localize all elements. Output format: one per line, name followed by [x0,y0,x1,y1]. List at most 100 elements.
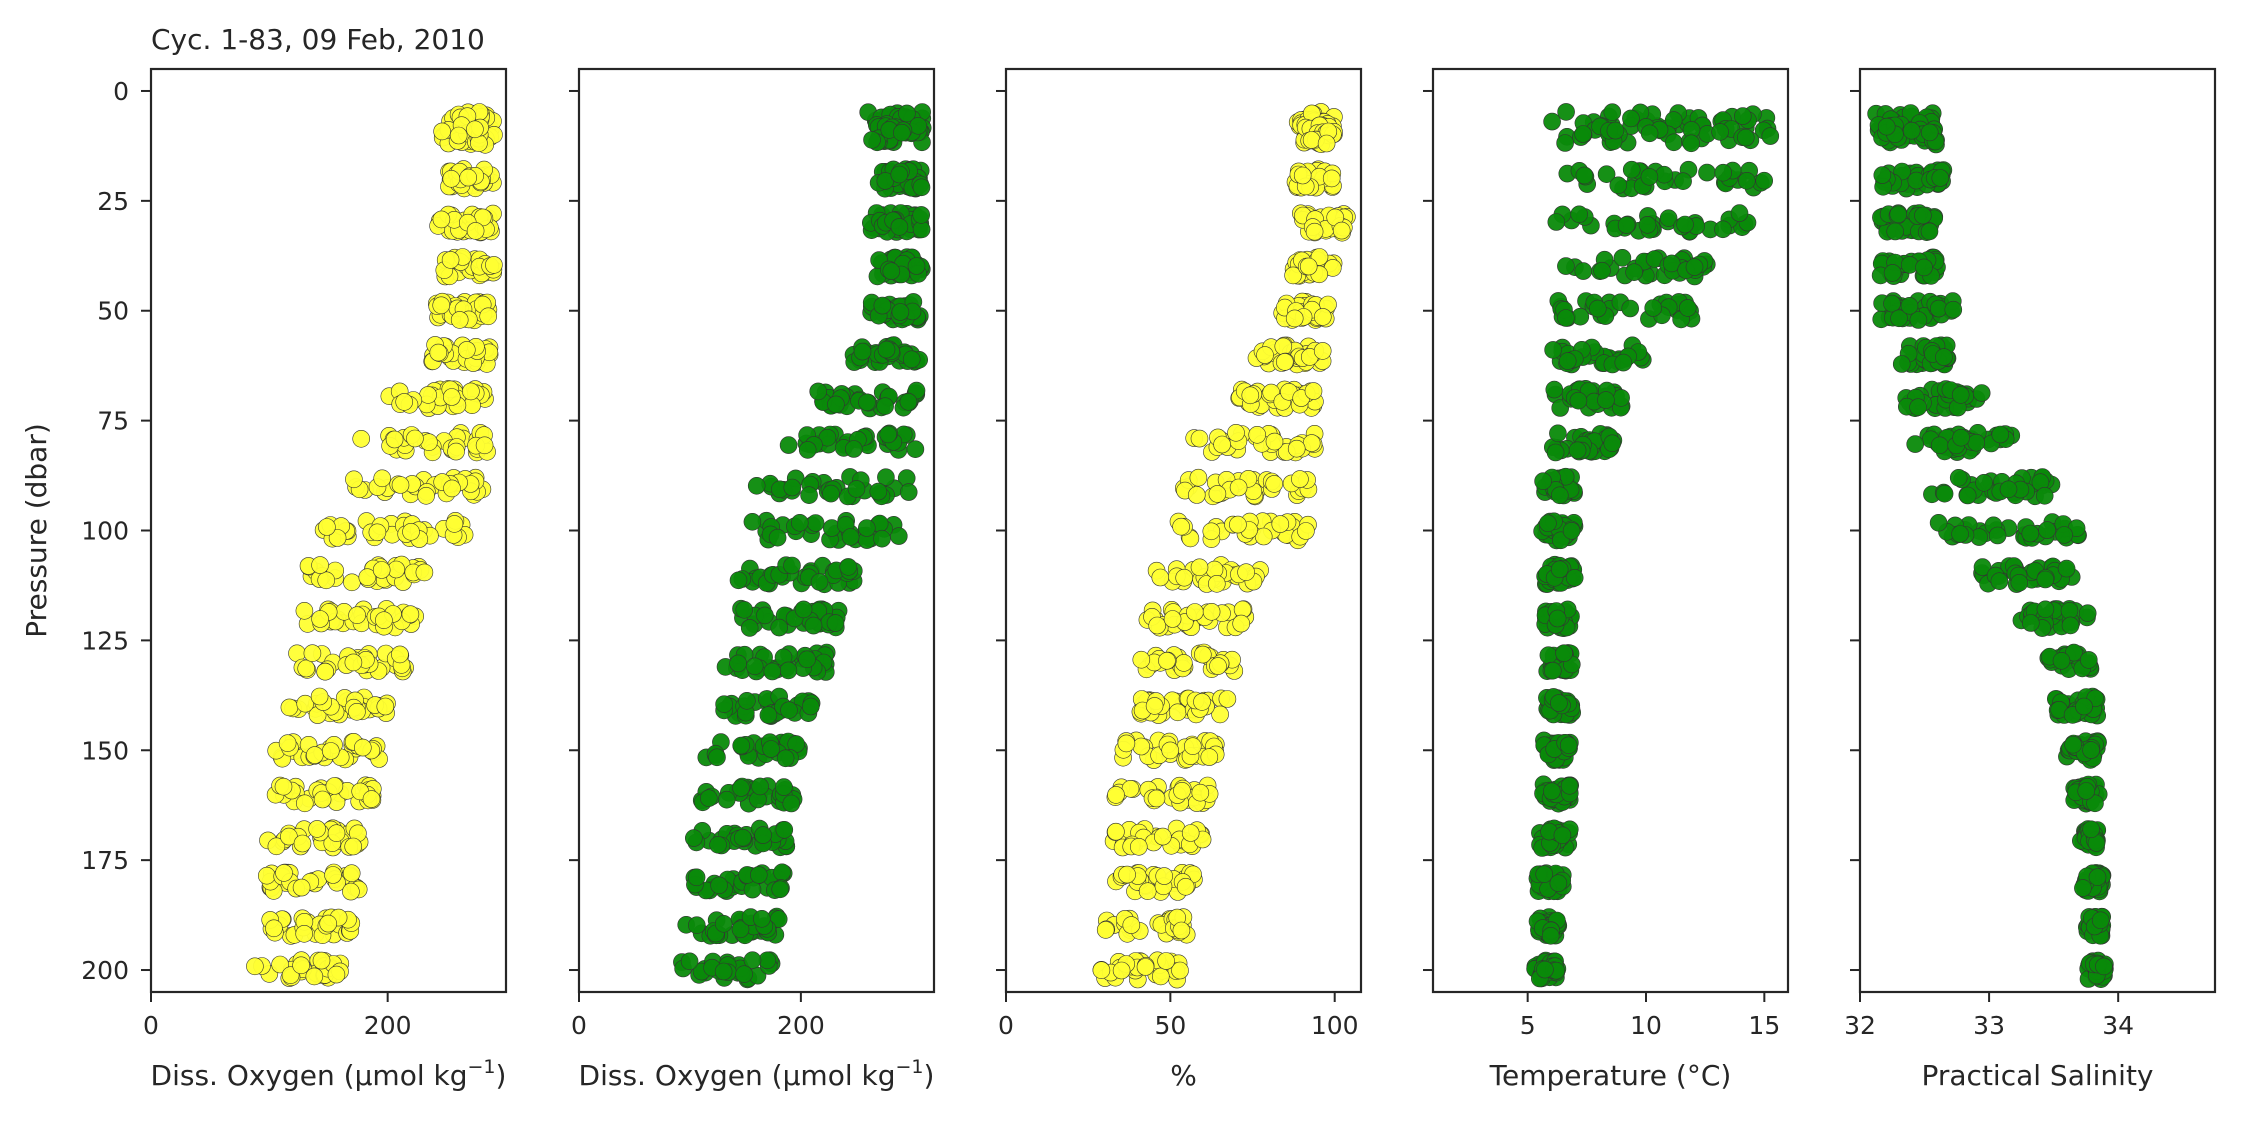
data-point [1548,609,1567,628]
data-point [2055,526,2073,544]
data-point [391,476,410,494]
data-point [869,482,888,501]
x-tick-label: 200 [777,1011,825,1040]
data-point [729,571,748,590]
data-point [1674,172,1692,190]
data-point [1152,967,1170,986]
data-point [1655,165,1673,184]
data-point [902,350,921,369]
data-point [2078,604,2097,623]
data-point [768,528,787,547]
data-point [1662,254,1681,273]
data-point [1287,439,1306,458]
data-point [2080,651,2098,669]
data-point [1906,435,1924,453]
data-point [1930,436,1949,455]
data-point [1659,209,1678,227]
x-tick-label: 32 [1844,1011,1876,1040]
data-point [358,568,377,587]
data-point [1313,342,1332,360]
data-point [1545,380,1564,399]
data-point [2036,600,2055,619]
data-point [305,746,324,764]
data-point [1920,222,1939,241]
data-point [1988,526,2007,545]
data-point [280,698,299,717]
data-point [770,618,789,637]
data-point [274,777,293,796]
data-point [1574,262,1593,280]
data-point [316,662,335,681]
y-tick-label: 50 [97,297,129,326]
data-point [1208,574,1226,593]
data-point [1265,432,1284,451]
data-point [1543,782,1561,801]
data-point [1534,472,1552,491]
data-point [899,392,918,411]
data-point [297,659,316,678]
data-point [1730,204,1749,222]
data-point [1158,651,1176,670]
data-point [1886,222,1904,241]
x-axis-label: Temperature (°C) [1489,1059,1732,1092]
data-point [715,695,733,714]
data-point [1122,916,1141,934]
data-point [1560,776,1579,795]
x-tick-label: 200 [364,1011,412,1040]
data-point [2038,521,2056,539]
data-point [758,951,777,970]
data-point [1682,134,1700,153]
data-point [441,251,460,269]
data-point [295,794,314,813]
data-point [687,868,706,887]
data-point [267,837,286,856]
data-point [415,563,434,582]
data-point [806,514,825,532]
data-point [2074,879,2092,897]
data-point [319,914,338,933]
data-point [1302,131,1321,149]
data-point [1175,654,1193,672]
data-point [1157,952,1175,970]
data-point [1990,572,2009,591]
data-point [1535,865,1553,884]
data-point [1285,309,1304,328]
data-point [1297,522,1315,540]
data-point [459,168,478,187]
data-point [687,916,706,935]
y-tick-label: 175 [81,846,129,875]
data-point [1547,213,1566,231]
data-point [1958,486,1977,505]
data-point [1186,603,1204,621]
data-point [1173,781,1191,800]
data-point [325,777,344,795]
data-point [1543,112,1561,131]
data-point [1213,435,1231,454]
data-point [1148,616,1166,635]
data-point [858,393,876,412]
data-point [1317,134,1336,153]
data-point [841,528,860,546]
data-point [2022,614,2040,632]
data-point [344,653,363,672]
data-point [445,515,464,533]
data-point [731,920,750,939]
panel-3-points [1092,103,1356,989]
data-point [1092,961,1111,980]
data-point [1685,258,1704,276]
data-point [798,441,817,459]
data-point [450,311,469,329]
data-point [2091,911,2110,930]
data-point [296,694,315,713]
data-point [1176,877,1195,896]
data-point [877,340,896,359]
data-point [1551,486,1569,505]
data-point [343,573,361,592]
data-point [745,657,764,676]
data-point [1145,697,1164,715]
data-point [1175,568,1193,587]
x-tick-label: 100 [1311,1011,1359,1040]
data-point [321,742,340,760]
x-axis-label: Diss. Oxygen (µmol kg−1) [151,1056,507,1092]
data-point [1107,786,1125,804]
